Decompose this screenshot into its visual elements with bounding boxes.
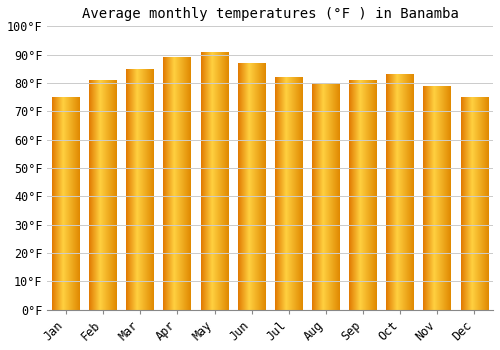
Title: Average monthly temperatures (°F ) in Banamba: Average monthly temperatures (°F ) in Ba… — [82, 7, 458, 21]
